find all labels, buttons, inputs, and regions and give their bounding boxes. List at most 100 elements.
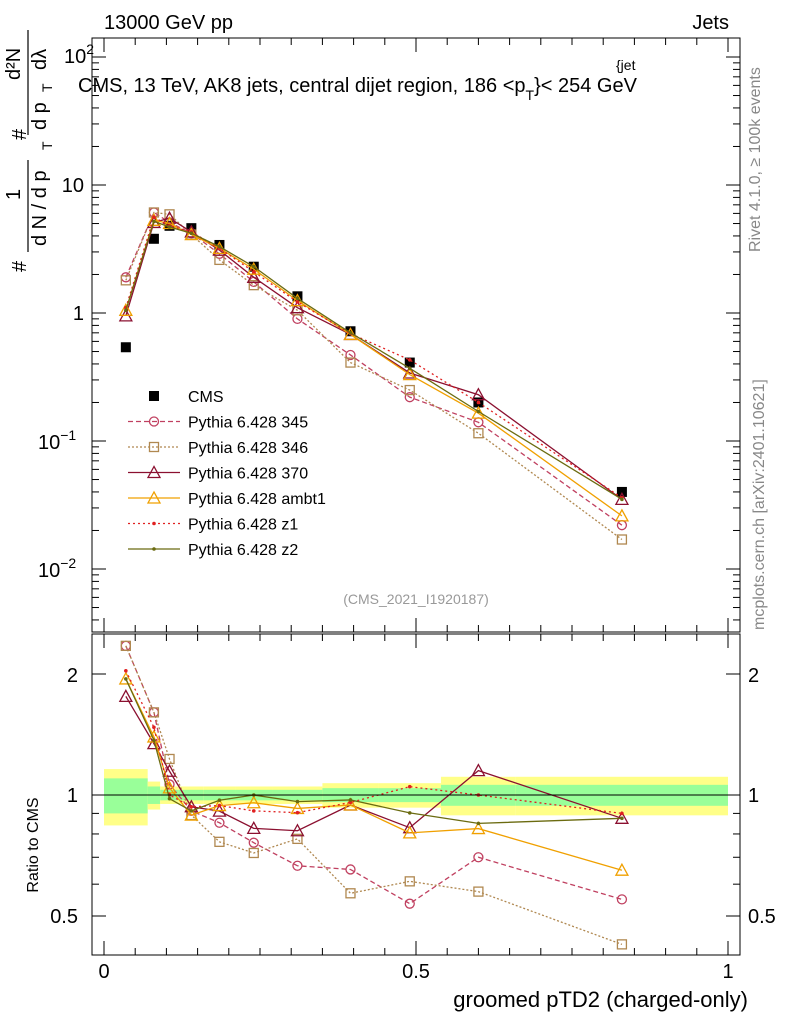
ratio-point xyxy=(214,817,225,828)
xtick-label-0: 0 xyxy=(98,961,109,983)
plot-title-end: }< 254 GeV xyxy=(534,75,638,97)
data-point xyxy=(620,497,624,502)
ratio-point xyxy=(404,876,415,887)
ratio-point xyxy=(164,779,175,790)
legend-item: Pythia 6.428 345 xyxy=(128,415,308,432)
header-left: 13000 GeV pp xyxy=(104,12,233,34)
legend-item: Pythia 6.428 ambt1 xyxy=(128,490,326,508)
ratio-line xyxy=(125,645,623,945)
rtick-label-0.5: 0.5 xyxy=(50,906,78,928)
ratio-point xyxy=(620,811,624,816)
ratio-point xyxy=(118,689,133,703)
rivet-label: Rivet 4.1.0, ≥ 100k events xyxy=(747,67,764,252)
ylabel-hash-1: # xyxy=(9,260,31,272)
ratio-point xyxy=(189,809,194,813)
ratio-point xyxy=(248,837,259,848)
data-point xyxy=(476,409,481,414)
ratio-point xyxy=(214,836,225,847)
ytick-label-100: 102 xyxy=(64,41,94,68)
data-point xyxy=(295,296,300,301)
ratio-4 xyxy=(118,671,630,876)
data-point xyxy=(476,400,481,405)
ratio-line xyxy=(125,696,623,832)
ytick-label-10: 10 xyxy=(62,175,84,197)
data-point xyxy=(348,331,353,335)
legend-marker xyxy=(146,490,162,504)
ratio-point xyxy=(295,799,300,804)
ratio-point xyxy=(152,725,156,730)
data-point xyxy=(345,349,356,361)
ratio-point xyxy=(146,736,162,750)
ratio-point xyxy=(290,823,305,837)
ratio-point xyxy=(348,798,353,802)
ratio-point xyxy=(217,803,222,808)
legend-marker xyxy=(152,547,156,551)
ratio-line xyxy=(125,645,623,905)
ratio-point xyxy=(162,763,177,777)
ylabel-sub-2: T xyxy=(39,83,55,92)
ytick-base: 10 xyxy=(38,560,60,582)
x-axis-label: groomed pTD2 (charged-only) xyxy=(453,987,748,1012)
axis-ticks xyxy=(92,38,740,955)
ylabel-frac-num: 1 xyxy=(3,189,25,200)
rtick-label-2-right: 2 xyxy=(748,665,759,687)
ratio-point xyxy=(343,797,358,811)
data-point xyxy=(402,367,417,381)
ratio-point xyxy=(246,795,261,809)
legend: CMS Pythia 6.428 345 Pythia 6.428 346 Pythi… xyxy=(128,389,326,559)
data-point xyxy=(345,357,356,368)
legend-item: Pythia 6.428 370 xyxy=(128,465,308,483)
data-point xyxy=(248,280,259,291)
ratio-point xyxy=(404,898,415,909)
plot-title: CMS, 13 TeV, AK8 jets, central dijet reg… xyxy=(78,75,638,103)
ratio-point xyxy=(246,820,261,835)
data-point xyxy=(118,302,133,316)
ratio-point xyxy=(118,671,133,685)
ratio-point xyxy=(620,816,624,821)
plot-title-sub: T xyxy=(526,87,535,103)
data-point xyxy=(251,264,256,269)
ytick-exp: 2 xyxy=(86,41,94,57)
data-point xyxy=(614,492,630,506)
ratio-point xyxy=(251,809,256,813)
rtick-label-1: 1 xyxy=(67,785,78,807)
ratio-5 xyxy=(124,668,624,816)
ytick-base: 10 xyxy=(64,46,86,68)
ratio-point xyxy=(152,738,156,743)
ratio-point xyxy=(124,668,128,673)
ratio-point xyxy=(292,833,303,845)
data-point xyxy=(120,275,131,286)
data-point xyxy=(148,233,159,244)
ylabel-hash-2: # xyxy=(9,128,31,140)
data-point xyxy=(404,357,415,368)
ylabel-dl: dλ xyxy=(29,49,51,70)
legend-marker xyxy=(146,465,162,479)
data-point xyxy=(146,212,162,226)
ratio-point xyxy=(167,796,172,801)
ratio-point xyxy=(345,864,356,875)
legend-item: Pythia 6.428 z1 xyxy=(128,517,298,534)
ratio-point xyxy=(189,804,194,809)
ratio-point xyxy=(295,810,300,815)
xtick-label-1: 1 xyxy=(722,961,733,983)
legend-item: CMS xyxy=(149,389,224,406)
ratio-point xyxy=(348,800,353,805)
ratio-point xyxy=(124,677,128,681)
legend-marker xyxy=(148,416,160,427)
legend-item: Pythia 6.428 z2 xyxy=(128,542,298,559)
ratio-point xyxy=(248,847,259,859)
series-line xyxy=(125,220,623,500)
ratio-point xyxy=(614,862,630,876)
ytick-label-1: 1 xyxy=(73,303,84,325)
header-right: Jets xyxy=(692,12,729,34)
ratio-point xyxy=(217,798,222,803)
ratio-point xyxy=(471,821,486,835)
data-point xyxy=(152,219,156,224)
ratio-point xyxy=(616,939,628,950)
ratio-point xyxy=(212,798,227,812)
plot-title-main: CMS, 13 TeV, AK8 jets, central dijet reg… xyxy=(78,75,526,97)
ratio-point xyxy=(616,894,628,905)
legend-label: Pythia 6.428 346 xyxy=(188,440,308,457)
ratio-point xyxy=(476,821,481,826)
